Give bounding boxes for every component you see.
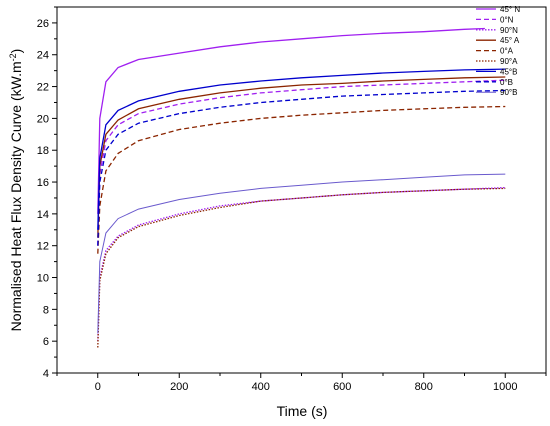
y-tick-label: 6 <box>43 336 49 348</box>
legend-label: 45°B <box>500 67 517 76</box>
legend-label: 0°B <box>500 78 513 87</box>
y-tick-label: 26 <box>37 18 49 30</box>
y-tick-label: 18 <box>37 145 49 157</box>
legend: 45° N0°N 90°N45° A 0°A90°A45°B 0°B90°B <box>476 5 520 97</box>
legend-label: 90°A <box>500 57 518 66</box>
x-tick-label: 0 <box>95 381 101 393</box>
x-axis-ticks: 0 200 400 600 800 1000 <box>56 373 547 393</box>
y-tick-label: 10 <box>37 273 49 285</box>
plot-frame <box>56 6 547 374</box>
y-tick-label: 16 <box>37 177 49 189</box>
legend-label: 45° N <box>500 5 520 14</box>
y-axis-title-suffix: ) <box>8 49 24 54</box>
series-line-0 <box>97 27 485 214</box>
series-line-1 <box>97 79 506 246</box>
y-tick-label: 4 <box>43 368 49 380</box>
legend-label: 0°N <box>500 15 514 24</box>
series-line-5 <box>97 187 506 348</box>
y-axis-title: Normalised Heat Flux Density Curve (kW.m… <box>8 49 24 332</box>
series-line-3 <box>97 76 506 238</box>
x-axis-title: Time (s) <box>277 403 328 419</box>
y-tick-label: 8 <box>43 304 49 316</box>
x-tick-label: 800 <box>415 381 433 393</box>
series-line-7 <box>97 89 506 246</box>
y-tick-label: 22 <box>37 82 49 94</box>
y-tick-label: 20 <box>37 113 49 125</box>
y-axis-ticks: 4 6 8 10 12 14 16 18 20 22 24 26 <box>37 6 57 380</box>
y-tick-label: 14 <box>37 209 49 221</box>
x-tick-label: 600 <box>333 381 351 393</box>
series-line-6 <box>97 68 506 230</box>
x-tick-label: 1000 <box>493 381 517 393</box>
legend-label: 0°A <box>500 47 514 56</box>
plot-area: 0 200 400 600 800 1000 4 6 8 10 12 14 16 18 20 22 24 26 <box>37 6 547 393</box>
y-tick-label: 24 <box>37 50 49 62</box>
x-tick-label: 400 <box>252 381 270 393</box>
legend-label: 45° A <box>500 36 520 45</box>
y-tick-label: 12 <box>37 241 49 253</box>
series-line-4 <box>97 105 506 254</box>
y-axis-title-main: Normalised Heat Flux Density Curve (kW.m <box>8 61 24 331</box>
y-axis-title-superscript: -2 <box>8 53 18 61</box>
series-line-8 <box>97 173 506 334</box>
series-line-2 <box>97 186 506 342</box>
legend-label: 90°B <box>500 88 517 97</box>
x-tick-label: 200 <box>170 381 188 393</box>
legend-label: 90°N <box>500 26 518 35</box>
series-layer <box>97 27 506 348</box>
